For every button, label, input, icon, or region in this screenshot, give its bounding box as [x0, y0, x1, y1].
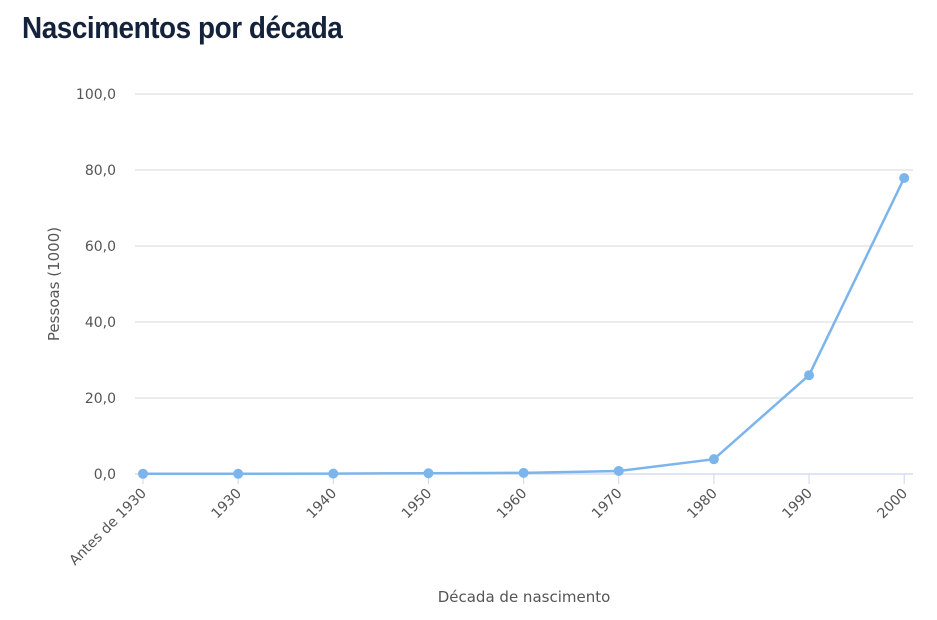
- data-point: [518, 467, 529, 478]
- y-tick-label: 60,0: [85, 239, 116, 255]
- y-tick-label: 0,0: [94, 467, 116, 483]
- y-tick-label: 80,0: [85, 163, 116, 179]
- x-tick-label: 1980: [684, 486, 721, 523]
- x-axis-label: Década de nascimento: [438, 588, 611, 606]
- x-tick-label: 1990: [779, 486, 816, 523]
- x-tick-label: 1960: [494, 486, 531, 523]
- data-point: [613, 465, 624, 476]
- y-axis-label: Pessoas (1000): [45, 227, 63, 341]
- x-tick-label: 1950: [399, 486, 436, 523]
- data-point: [328, 468, 339, 479]
- data-point: [233, 468, 244, 479]
- x-tick-label: Antes de 1930: [66, 486, 149, 569]
- series-line: [143, 177, 906, 476]
- x-tick-label: 1930: [208, 486, 245, 523]
- x-tick-label: 1970: [589, 486, 626, 523]
- data-point: [899, 172, 910, 183]
- x-tick-label: 2000: [875, 486, 912, 523]
- y-tick-label: 100,0: [76, 87, 116, 103]
- data-point: [708, 454, 719, 465]
- data-point: [138, 468, 148, 479]
- data-point: [804, 370, 815, 381]
- y-tick-label: 20,0: [85, 391, 116, 407]
- y-tick-label: 40,0: [85, 315, 116, 331]
- chart-title: Nascimentos por década: [22, 10, 343, 45]
- x-tick-label: 1940: [304, 486, 341, 523]
- data-point: [423, 468, 434, 479]
